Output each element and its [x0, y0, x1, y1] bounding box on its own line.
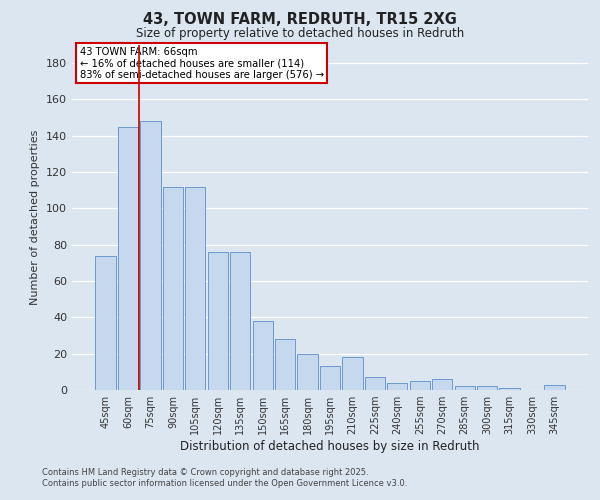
Bar [140, 122, 161, 390]
Y-axis label: Number of detached properties: Number of detached properties [31, 130, 40, 305]
Bar [477, 386, 497, 390]
Bar [230, 252, 250, 390]
Bar [253, 321, 273, 390]
Text: Size of property relative to detached houses in Redruth: Size of property relative to detached ho… [136, 28, 464, 40]
Bar [387, 382, 407, 390]
Text: 43, TOWN FARM, REDRUTH, TR15 2XG: 43, TOWN FARM, REDRUTH, TR15 2XG [143, 12, 457, 28]
X-axis label: Distribution of detached houses by size in Redruth: Distribution of detached houses by size … [180, 440, 480, 453]
Bar [365, 378, 385, 390]
Text: Contains HM Land Registry data © Crown copyright and database right 2025.
Contai: Contains HM Land Registry data © Crown c… [42, 468, 407, 487]
Bar [432, 379, 452, 390]
Bar [499, 388, 520, 390]
Bar [208, 252, 228, 390]
Bar [410, 381, 430, 390]
Bar [163, 186, 183, 390]
Bar [118, 126, 138, 390]
Bar [343, 358, 362, 390]
Bar [275, 339, 295, 390]
Bar [320, 366, 340, 390]
Bar [95, 256, 116, 390]
Bar [544, 384, 565, 390]
Bar [298, 354, 317, 390]
Bar [185, 186, 205, 390]
Bar [455, 386, 475, 390]
Text: 43 TOWN FARM: 66sqm
← 16% of detached houses are smaller (114)
83% of semi-detac: 43 TOWN FARM: 66sqm ← 16% of detached ho… [80, 46, 324, 80]
